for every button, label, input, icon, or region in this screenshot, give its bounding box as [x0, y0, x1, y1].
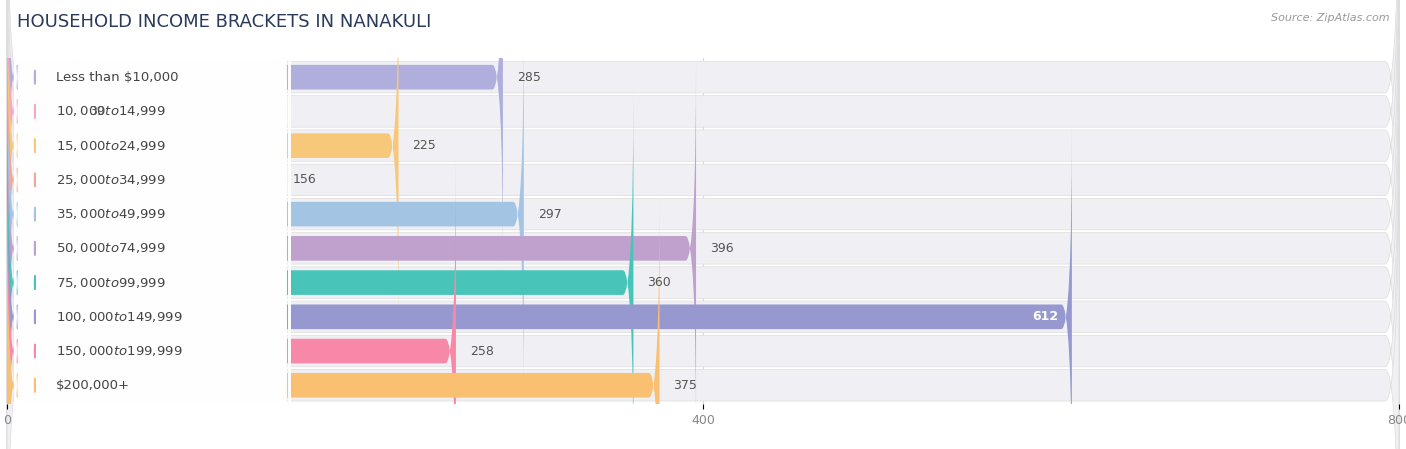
- FancyBboxPatch shape: [14, 0, 291, 273]
- FancyBboxPatch shape: [7, 55, 696, 441]
- FancyBboxPatch shape: [14, 121, 291, 449]
- Text: Less than $10,000: Less than $10,000: [56, 70, 179, 84]
- FancyBboxPatch shape: [7, 0, 398, 339]
- FancyBboxPatch shape: [7, 158, 456, 449]
- FancyBboxPatch shape: [7, 0, 1399, 449]
- Text: 375: 375: [673, 379, 697, 392]
- Text: $100,000 to $149,999: $100,000 to $149,999: [56, 310, 183, 324]
- FancyBboxPatch shape: [7, 89, 633, 449]
- FancyBboxPatch shape: [14, 155, 291, 449]
- Text: 612: 612: [1032, 310, 1057, 323]
- FancyBboxPatch shape: [7, 0, 1399, 438]
- FancyBboxPatch shape: [7, 21, 524, 407]
- Text: 258: 258: [470, 344, 494, 357]
- FancyBboxPatch shape: [7, 0, 1399, 335]
- FancyBboxPatch shape: [7, 127, 1399, 449]
- FancyBboxPatch shape: [14, 53, 291, 445]
- Text: 285: 285: [517, 70, 541, 84]
- FancyBboxPatch shape: [7, 192, 659, 449]
- Text: $35,000 to $49,999: $35,000 to $49,999: [56, 207, 166, 221]
- Text: $150,000 to $199,999: $150,000 to $199,999: [56, 344, 183, 358]
- Text: HOUSEHOLD INCOME BRACKETS IN NANAKULI: HOUSEHOLD INCOME BRACKETS IN NANAKULI: [17, 13, 432, 31]
- FancyBboxPatch shape: [7, 0, 75, 304]
- FancyBboxPatch shape: [7, 0, 1399, 449]
- FancyBboxPatch shape: [14, 0, 291, 342]
- Text: 39: 39: [89, 105, 104, 118]
- FancyBboxPatch shape: [14, 0, 291, 308]
- FancyBboxPatch shape: [7, 0, 503, 270]
- Text: 156: 156: [292, 173, 316, 186]
- FancyBboxPatch shape: [14, 189, 291, 449]
- Text: $25,000 to $34,999: $25,000 to $34,999: [56, 173, 166, 187]
- FancyBboxPatch shape: [7, 124, 1071, 449]
- Text: $200,000+: $200,000+: [56, 379, 129, 392]
- Text: $50,000 to $74,999: $50,000 to $74,999: [56, 242, 166, 255]
- Text: 360: 360: [647, 276, 671, 289]
- FancyBboxPatch shape: [14, 18, 291, 410]
- Text: 396: 396: [710, 242, 734, 255]
- FancyBboxPatch shape: [7, 25, 1399, 449]
- Text: 225: 225: [412, 139, 436, 152]
- Text: $75,000 to $99,999: $75,000 to $99,999: [56, 276, 166, 290]
- FancyBboxPatch shape: [7, 93, 1399, 449]
- Text: Source: ZipAtlas.com: Source: ZipAtlas.com: [1271, 13, 1389, 23]
- FancyBboxPatch shape: [14, 87, 291, 449]
- FancyBboxPatch shape: [7, 0, 278, 373]
- Text: 297: 297: [537, 207, 561, 220]
- Text: $15,000 to $24,999: $15,000 to $24,999: [56, 139, 166, 153]
- FancyBboxPatch shape: [7, 0, 1399, 404]
- Text: $10,000 to $14,999: $10,000 to $14,999: [56, 105, 166, 119]
- FancyBboxPatch shape: [7, 0, 1399, 370]
- FancyBboxPatch shape: [7, 59, 1399, 449]
- FancyBboxPatch shape: [14, 0, 291, 376]
